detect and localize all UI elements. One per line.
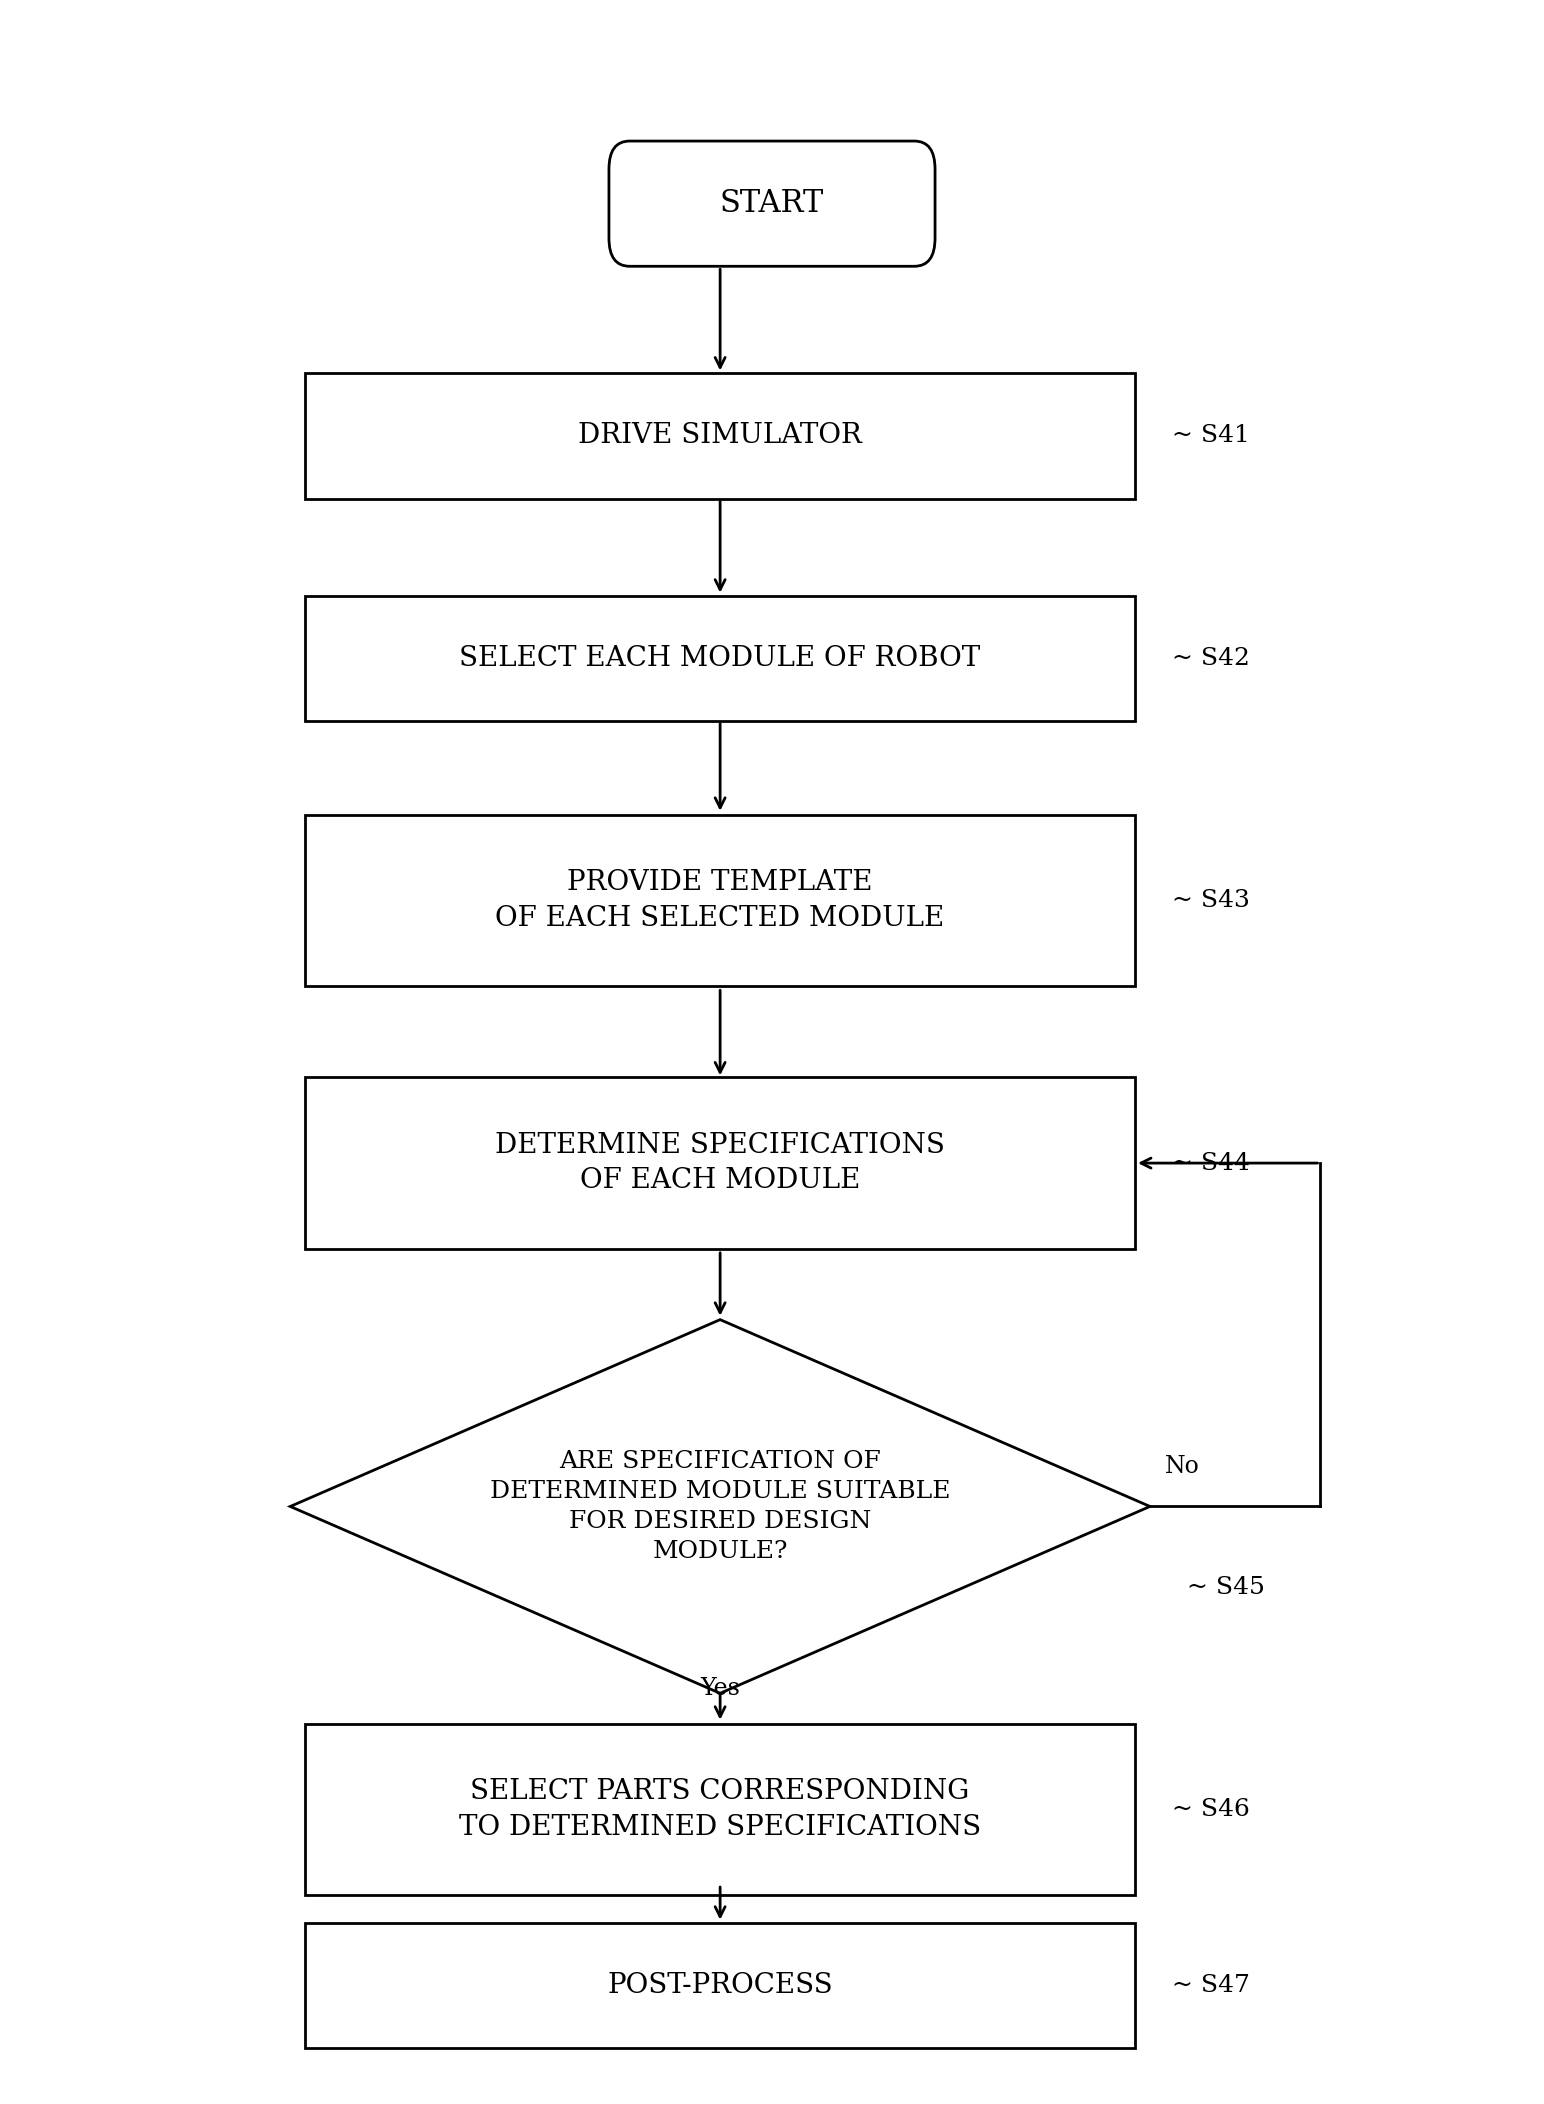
Text: ~ S41: ~ S41	[1172, 425, 1251, 448]
Text: ~ S45: ~ S45	[1187, 1576, 1265, 1599]
Bar	[306, 1723, 1135, 1896]
Text: POST-PROCESS: POST-PROCESS	[607, 1971, 832, 1999]
Text: Yes: Yes	[699, 1677, 740, 1700]
Text: No: No	[1164, 1454, 1200, 1477]
Text: ~ S44: ~ S44	[1172, 1151, 1251, 1174]
Text: ARE SPECIFICATION OF
DETERMINED MODULE SUITABLE
FOR DESIRED DESIGN
MODULE?: ARE SPECIFICATION OF DETERMINED MODULE S…	[489, 1450, 951, 1563]
Bar	[306, 1077, 1135, 1250]
Text: START: START	[720, 187, 824, 219]
Text: SELECT PARTS CORRESPONDING
TO DETERMINED SPECIFICATIONS: SELECT PARTS CORRESPONDING TO DETERMINED…	[459, 1778, 980, 1841]
Text: DETERMINE SPECIFICATIONS
OF EACH MODULE: DETERMINE SPECIFICATIONS OF EACH MODULE	[496, 1132, 945, 1195]
Text: ~ S47: ~ S47	[1172, 1974, 1251, 1997]
Bar	[306, 595, 1135, 722]
Bar	[306, 372, 1135, 499]
Bar	[306, 814, 1135, 987]
Text: PROVIDE TEMPLATE
OF EACH SELECTED MODULE: PROVIDE TEMPLATE OF EACH SELECTED MODULE	[496, 869, 945, 932]
Bar	[306, 1923, 1135, 2047]
Text: ~ S43: ~ S43	[1172, 890, 1251, 911]
Text: SELECT EACH MODULE OF ROBOT: SELECT EACH MODULE OF ROBOT	[460, 644, 980, 671]
Text: ~ S46: ~ S46	[1172, 1799, 1251, 1820]
Text: DRIVE SIMULATOR: DRIVE SIMULATOR	[577, 423, 862, 450]
Text: ~ S42: ~ S42	[1172, 646, 1251, 669]
